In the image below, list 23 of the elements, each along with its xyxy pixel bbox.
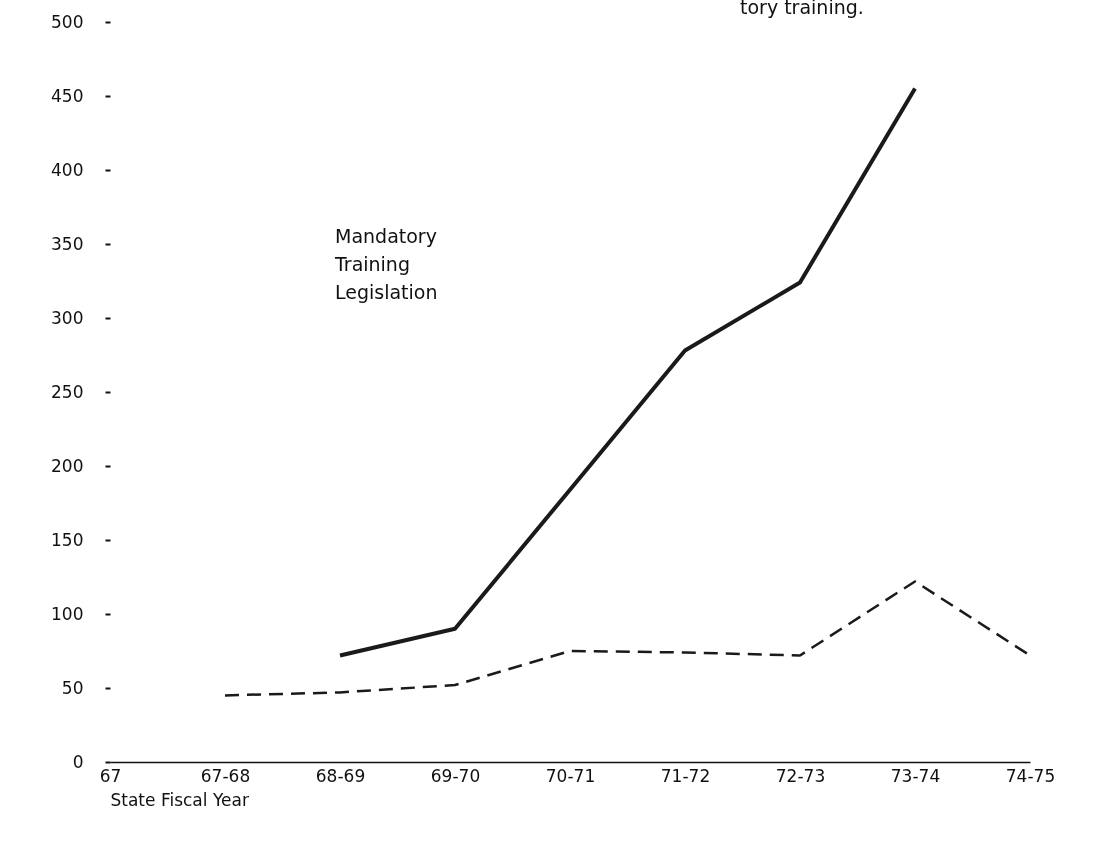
x-tick-label: 73-74	[890, 765, 941, 786]
x-axis-title: State Fiscal Year	[110, 789, 249, 810]
x-tick-label: 67-68	[200, 765, 251, 786]
x-tick-label: 70-71	[545, 765, 596, 786]
y-tick-label: 0	[72, 751, 84, 772]
x-tick-label: 68-69	[315, 765, 366, 786]
x-tick-label: 67	[99, 765, 122, 786]
y-tick-label: 500	[51, 11, 84, 32]
y-tick-label: 450	[51, 85, 84, 106]
y-tick-label: 300	[51, 307, 84, 328]
x-tick-label: 74-75	[1005, 765, 1056, 786]
y-tick-label: 350	[51, 233, 84, 254]
x-tick-label: 72-73	[775, 765, 826, 786]
y-tick-label: 150	[51, 529, 84, 550]
y-tick-label: 200	[51, 455, 84, 476]
y-tick-label: 400	[51, 159, 84, 180]
y-tick-label: 50	[61, 677, 84, 698]
y-tick-label: 100	[51, 603, 84, 624]
annotation: Mandatory Training Legislation	[334, 225, 438, 303]
y-tick-label: 250	[51, 381, 84, 402]
text: tory training.	[740, 0, 864, 18]
x-tick-label: 69-70	[430, 765, 481, 786]
x-tick-label: 71-72	[660, 765, 711, 786]
